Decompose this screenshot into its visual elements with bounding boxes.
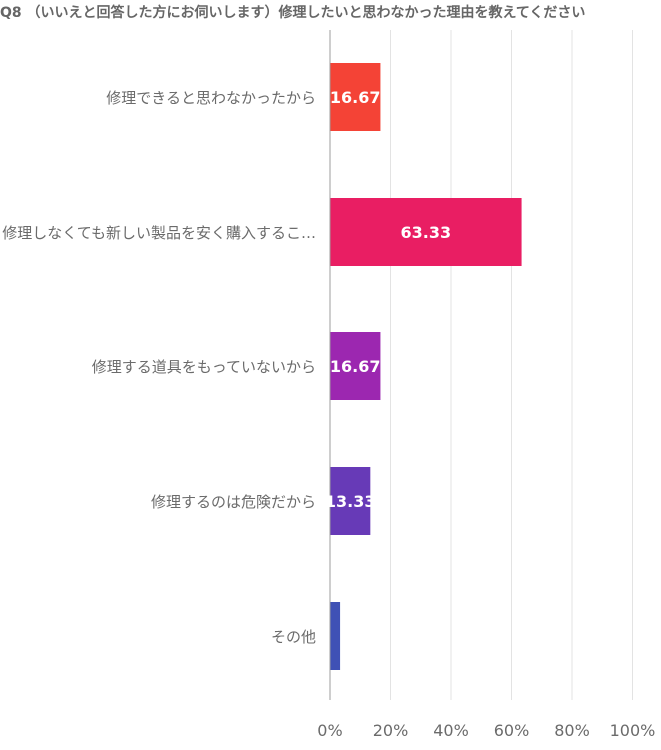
category-label: 修理できると思わなかったから xyxy=(106,89,316,107)
category-label: その他 xyxy=(271,628,316,646)
bar xyxy=(330,467,371,535)
data-labels: 16.67 63.33 16.67 13.33 xyxy=(325,88,451,511)
data-label: 13.33 xyxy=(325,492,376,511)
chart-title: Q8 （いいえと回答した方にお伺いします）修理したいと思わなかった理由を教えてく… xyxy=(0,5,586,21)
category-label: 修理しなくても新しい製品を安く購入するこ… xyxy=(2,224,316,242)
x-tick-label: 80% xyxy=(554,721,590,740)
bar xyxy=(330,198,522,266)
bars xyxy=(330,63,522,670)
data-label: 16.67 xyxy=(330,88,381,107)
bar xyxy=(330,332,381,400)
x-tick-label: 40% xyxy=(433,721,469,740)
x-tick-labels: 0% 20% 40% 60% 80% 100% xyxy=(317,721,655,740)
gridlines xyxy=(390,30,633,700)
bar xyxy=(330,63,381,131)
category-label: 修理する道具をもっていないから xyxy=(92,358,316,376)
data-label: 16.67 xyxy=(330,357,381,376)
data-label: 63.33 xyxy=(400,223,451,242)
bar xyxy=(330,602,341,670)
x-tick-label: 100% xyxy=(610,721,656,740)
x-tick-label: 20% xyxy=(373,721,409,740)
x-tick-label: 0% xyxy=(317,721,342,740)
category-label: 修理するのは危険だから xyxy=(151,493,316,511)
x-tick-label: 60% xyxy=(494,721,530,740)
